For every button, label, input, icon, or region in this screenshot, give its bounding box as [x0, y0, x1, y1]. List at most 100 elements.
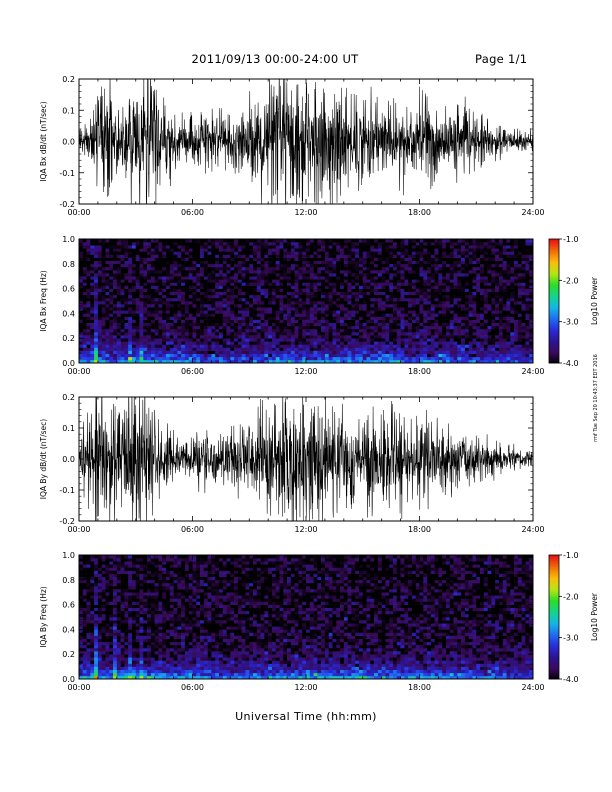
spectrogram-cell [408, 276, 413, 280]
spectrogram-cell [385, 282, 390, 286]
spectrogram-cell [230, 335, 235, 339]
spectrogram-cell [389, 335, 394, 339]
spectrogram-cell [158, 332, 163, 336]
spectrogram-cell [188, 282, 193, 286]
spectrogram-cell [328, 332, 333, 336]
spectrogram-cell [453, 325, 458, 330]
spectrogram-cell [498, 294, 504, 299]
spectrogram-cell [510, 294, 515, 299]
spectrogram-cell [264, 276, 269, 280]
spectrogram-cell [245, 335, 250, 339]
spectrogram-cell [355, 279, 360, 283]
spectrogram-cell [200, 316, 205, 320]
spectrogram-cell [351, 254, 356, 258]
spectrogram-cell [105, 251, 110, 255]
spectrogram-cell [184, 353, 190, 358]
spectrogram-cell [177, 325, 182, 330]
spectrogram-cell [256, 288, 261, 292]
spectrogram-cell [230, 254, 235, 258]
spectrogram-cell [510, 263, 515, 268]
spectrogram-cell [101, 319, 106, 323]
spectrogram-cell [381, 313, 386, 317]
spectrogram-cell [427, 239, 432, 243]
spectrogram-cell [309, 341, 314, 345]
spectrogram-cell [192, 325, 197, 330]
spectrogram-cell [461, 257, 466, 261]
spectrogram-cell [245, 316, 250, 320]
spectrogram-cell [131, 294, 137, 299]
spectrogram-cell [461, 260, 466, 265]
spectrogram-cell [173, 294, 178, 299]
spectrogram-cell [128, 291, 133, 296]
spectrogram-cell [116, 338, 121, 342]
spectrogram-cell [294, 304, 299, 308]
spectrogram-cell [332, 294, 337, 299]
spectrogram-cell [264, 263, 269, 268]
spectrogram-cell [461, 279, 466, 283]
spectrogram-cell [461, 254, 466, 258]
spectrogram-cell [264, 350, 269, 354]
spectrogram-cell [245, 242, 250, 246]
spectrogram-cell [483, 266, 488, 271]
spectrogram-cell [483, 257, 488, 261]
spectrogram-cell [154, 251, 159, 255]
spectrogram-cell [480, 288, 485, 292]
spectrogram-cell [158, 335, 163, 339]
spectrogram-cell [427, 245, 432, 249]
spectrogram-cell [502, 266, 507, 271]
spectrogram-cell [389, 304, 394, 308]
spectrogram-cell [321, 347, 326, 351]
spectrogram-cell [207, 248, 212, 252]
spectrogram-cell [234, 245, 239, 249]
spectrogram-cell [321, 338, 326, 342]
spectrogram-cell [381, 245, 386, 249]
spectrogram-cell [177, 341, 182, 345]
spectrogram-cell [351, 276, 356, 280]
spectrogram-cell [298, 341, 303, 345]
spectrogram-cell [306, 251, 311, 255]
spectrogram-cell [404, 273, 409, 277]
spectrogram-cell [445, 291, 451, 296]
spectrogram-cell [279, 276, 284, 280]
spectrogram-cell [328, 279, 333, 283]
spectrogram-cell [321, 307, 326, 311]
spectrogram-cell [498, 301, 504, 305]
spectrogram-cell [226, 260, 231, 265]
spectrogram-cell [166, 335, 171, 339]
spectrogram-cell [514, 282, 519, 286]
spectrogram-cell [472, 242, 477, 246]
spectrogram-cell [427, 356, 432, 361]
spectrogram-cell [396, 325, 401, 330]
spectrogram-cell [430, 254, 435, 258]
spectrogram-cell [495, 328, 500, 333]
spectrogram-cell [124, 266, 129, 271]
spectrogram-cell [411, 294, 417, 299]
spectrogram-cell [211, 316, 216, 320]
spectrogram-cell [86, 316, 91, 320]
spectrogram-cell [279, 347, 284, 351]
spectrogram-cell [510, 350, 515, 354]
spectrogram-cell [86, 310, 91, 314]
spectrogram-cell [86, 251, 91, 255]
spectrogram-cell [211, 319, 216, 323]
spectrogram-cell [370, 350, 375, 354]
spectrogram-cell [256, 251, 261, 255]
spectrogram-cell [472, 304, 477, 308]
spectrogram-cell [415, 273, 420, 277]
spectrogram-cell [495, 319, 500, 323]
spectrogram-cell [430, 263, 435, 268]
spectrogram-cell [480, 322, 485, 327]
spectrogram-cell [120, 294, 125, 299]
spectrogram-cell [381, 332, 386, 336]
spectrogram-cell [396, 313, 401, 317]
spectrogram-cell [442, 328, 447, 333]
spectrogram-cell [498, 288, 504, 292]
spectrogram-cell [328, 328, 333, 333]
spectrogram-cell [491, 313, 496, 317]
spectrogram-cell [502, 353, 507, 358]
spectrogram-cell [207, 325, 212, 330]
spectrogram-cell [419, 273, 424, 277]
spectrogram-cell [86, 288, 91, 292]
spectrogram-cell [256, 319, 261, 323]
spectrogram-cell [192, 307, 197, 311]
